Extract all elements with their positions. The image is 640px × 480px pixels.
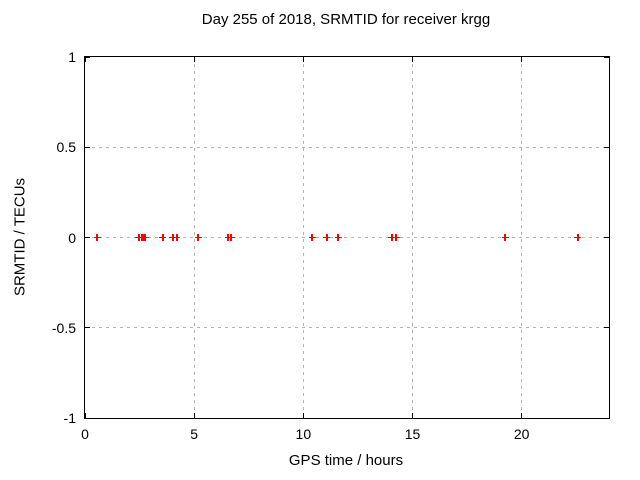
axis-tick — [604, 327, 609, 329]
marker-bar — [311, 234, 313, 241]
marker-bar — [162, 234, 164, 241]
axis-tick — [521, 413, 523, 418]
gridline — [302, 57, 304, 418]
x-axis-label: GPS time / hours — [288, 452, 404, 469]
data-point-marker — [392, 234, 400, 241]
axis-tick — [84, 57, 86, 62]
axis-tick — [85, 237, 90, 238]
x-tick-label: 10 — [295, 426, 312, 442]
marker-bar — [176, 234, 178, 241]
data-point-marker — [194, 234, 202, 241]
data-point-marker — [323, 234, 331, 241]
data-point-marker — [388, 234, 396, 241]
gridline — [412, 57, 413, 418]
y-tick-label: -1 — [63, 410, 76, 426]
data-point-marker — [334, 234, 342, 241]
gridline — [85, 237, 609, 238]
data-point-marker — [142, 234, 150, 241]
axis-tick — [412, 57, 413, 62]
axis-tick — [521, 57, 523, 62]
marker-bar — [391, 234, 393, 241]
data-point-marker — [159, 234, 167, 241]
x-tick-label: 15 — [404, 426, 421, 442]
marker-bar — [230, 234, 232, 241]
axis-tick — [84, 413, 86, 418]
chart-title: Day 255 of 2018, SRMTID for receiver krg… — [201, 11, 491, 28]
axis-tick — [302, 413, 304, 418]
axis-tick — [302, 57, 304, 62]
marker-bar — [337, 234, 339, 241]
axis-tick — [412, 413, 413, 418]
data-point-marker — [227, 234, 235, 241]
axis-tick — [604, 417, 609, 419]
axis-tick — [193, 57, 195, 62]
gridline — [85, 146, 609, 148]
gridline — [521, 57, 523, 418]
marker-bar — [197, 234, 199, 241]
axis-tick — [85, 56, 90, 58]
gridline — [85, 327, 609, 329]
marker-bar — [326, 234, 328, 241]
data-point-marker — [574, 234, 582, 241]
marker-bar — [395, 234, 397, 241]
axis-tick — [604, 56, 609, 58]
data-point-marker — [308, 234, 316, 241]
y-tick-label: 0.5 — [56, 139, 76, 156]
data-point-marker — [169, 234, 177, 241]
axis-tick — [85, 417, 90, 419]
x-tick-label: 20 — [513, 426, 530, 442]
plot-area — [84, 56, 610, 419]
axis-tick — [604, 237, 609, 238]
x-tick-label: 0 — [81, 426, 89, 442]
marker-bar — [172, 234, 174, 241]
data-point-marker — [93, 234, 101, 241]
axis-tick — [193, 413, 195, 418]
gridline — [193, 57, 195, 418]
marker-bar — [144, 234, 147, 241]
x-tick-label: 5 — [190, 426, 199, 442]
data-point-marker — [501, 234, 509, 241]
axis-tick — [85, 327, 90, 329]
marker-bar — [504, 234, 506, 241]
axis-tick — [85, 146, 90, 148]
marker-bar — [577, 234, 579, 241]
y-tick-label: 0 — [68, 229, 76, 246]
marker-bar — [96, 234, 98, 241]
axis-tick — [604, 146, 609, 148]
y-tick-label: 1 — [68, 49, 76, 65]
data-point-marker — [173, 234, 181, 241]
y-tick-label: -0.5 — [51, 319, 76, 336]
